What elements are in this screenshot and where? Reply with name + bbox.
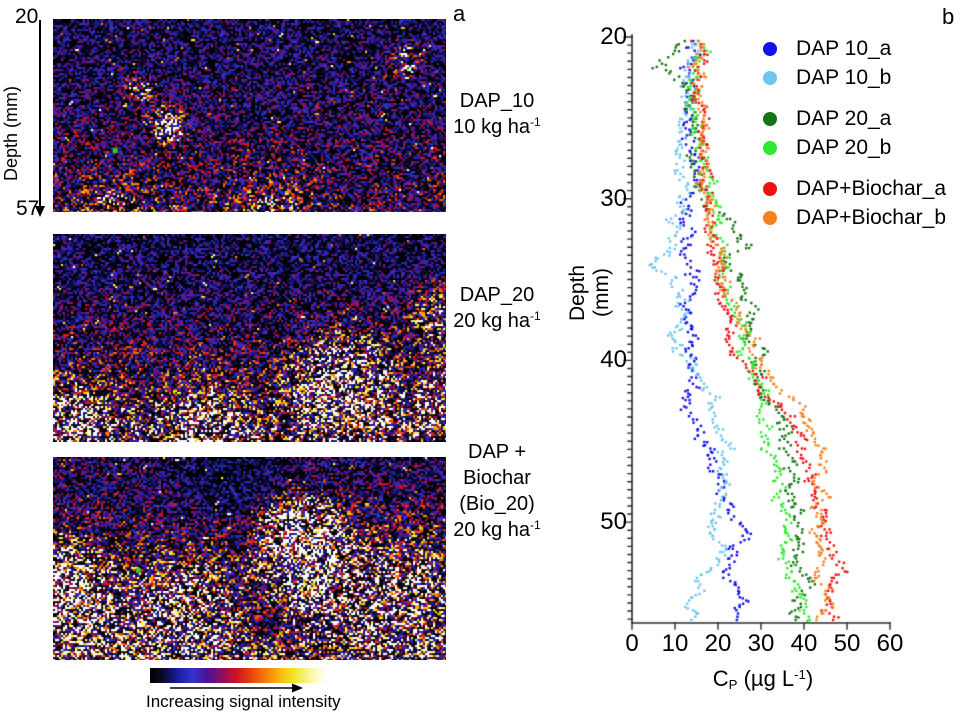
legend-label-DAP 10_a: DAP 10_a <box>796 37 892 60</box>
text-part: DAP + <box>468 441 526 463</box>
caption-line: 20 kg ha-1 <box>444 517 550 545</box>
panel-a: a 20 57 Depth (mm) DAP_10 10 kg ha-1 DAP_… <box>1 1 550 711</box>
y-tick-label-50: 50 <box>600 508 627 536</box>
image-caption-dap10: DAP_10 10 kg ha-1 <box>444 88 550 142</box>
depth-axis-top-tick: 20 <box>15 5 39 28</box>
dgt-image-biochar <box>53 457 446 660</box>
subscript: P <box>728 677 738 693</box>
panel-b-label: b <box>942 4 955 29</box>
legend-marker-DAP 10_b <box>763 71 777 85</box>
x-tick-label-20: 20 <box>704 630 732 657</box>
text-part: DAP_20 <box>459 284 535 306</box>
caption-line: DAP + <box>444 439 550 465</box>
text-part: (µg L <box>737 666 795 691</box>
text-part: ) <box>805 666 814 691</box>
legend-label-DAP 10_b: DAP 10_b <box>796 66 892 89</box>
text-part: C <box>712 666 729 691</box>
legend-marker-DAP+Biochar_b <box>763 211 777 225</box>
caption-line: (Bio_20) <box>444 491 550 517</box>
legend-label-DAP 20_a: DAP 20_a <box>796 107 892 130</box>
x-tick-label-0: 0 <box>625 630 639 657</box>
dgt-image-dap20 <box>53 234 446 442</box>
colorbar-caption: Increasing signal intensity <box>146 692 341 711</box>
depth-axis-title-a: Depth (mm) <box>1 85 21 181</box>
legend-marker-DAP 20_a <box>763 112 777 126</box>
caption-line: 20 kg ha-1 <box>444 308 550 336</box>
colorbar-arrow <box>170 683 303 693</box>
y-axis-title: Depth (mm) <box>566 264 613 322</box>
text-part: 10 kg ha <box>453 116 531 138</box>
caption-line: 10 kg ha-1 <box>444 114 550 142</box>
text-part: 20 kg ha <box>453 519 531 541</box>
legend-marker-DAP+Biochar_a <box>763 182 777 196</box>
caption-line: DAP_10 <box>444 88 550 114</box>
image-caption-biochar: DAP + Biochar (Bio_20) 20 kg ha-1 <box>444 439 550 545</box>
dgt-image-dap10 <box>53 19 446 212</box>
x-tick-label-50: 50 <box>833 630 861 657</box>
depth-axis-bottom-tick: 57 <box>16 197 40 220</box>
colorbar-gradient <box>150 668 334 683</box>
panel-b: b Depth (mm) CP (µg L-1) 20 30 40 50 0 10 20 3… <box>560 0 967 721</box>
y-tick-label-40: 40 <box>600 346 627 374</box>
x-tick-label-60: 60 <box>876 630 904 657</box>
legend-label-DAP+Biochar_b: DAP+Biochar_b <box>796 206 947 229</box>
text-part: DAP_10 <box>459 90 535 112</box>
legend-marker-DAP 10_a <box>763 42 777 56</box>
text-part: 20 kg ha <box>453 310 531 332</box>
x-axis-title: CP (µg L-1) <box>663 666 863 692</box>
superscript: -1 <box>794 666 806 682</box>
caption-line: DAP_20 <box>444 282 550 308</box>
y-tick-label-20: 20 <box>600 23 627 50</box>
legend-label-DAP 20_b: DAP 20_b <box>796 136 892 159</box>
superscript: -1 <box>530 115 541 130</box>
depth-profile-scatter-plot <box>590 20 910 636</box>
panel-a-label: a <box>453 1 466 26</box>
depth-axis-arrow <box>35 20 45 217</box>
x-tick-label-40: 40 <box>790 630 818 657</box>
y-tick-label-30: 30 <box>600 184 627 212</box>
text-part: (Bio_20) <box>459 493 535 515</box>
x-tick-label-30: 30 <box>747 630 775 657</box>
image-caption-dap20: DAP_20 20 kg ha-1 <box>444 282 550 336</box>
x-tick-label-10: 10 <box>661 630 689 657</box>
text-part: Biochar <box>463 467 531 489</box>
legend-label-DAP+Biochar_a: DAP+Biochar_a <box>796 177 947 200</box>
superscript: -1 <box>530 309 541 324</box>
legend-marker-DAP 20_b <box>763 141 777 155</box>
caption-line: Biochar <box>444 465 550 491</box>
superscript: -1 <box>530 518 541 533</box>
